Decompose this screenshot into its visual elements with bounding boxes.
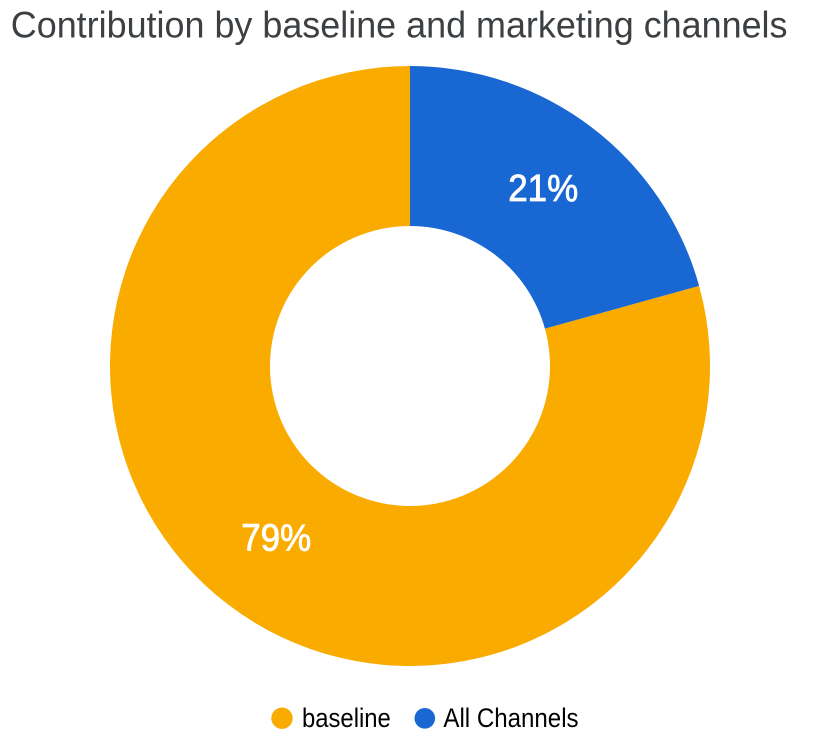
svg-text:Contribution by baseline and m: Contribution by baseline and marketing c… xyxy=(11,4,788,46)
svg-text:baseline: baseline xyxy=(302,703,391,733)
svg-text:21%: 21% xyxy=(508,168,578,210)
svg-text:All Channels: All Channels xyxy=(443,703,578,733)
svg-text:79%: 79% xyxy=(241,518,311,560)
